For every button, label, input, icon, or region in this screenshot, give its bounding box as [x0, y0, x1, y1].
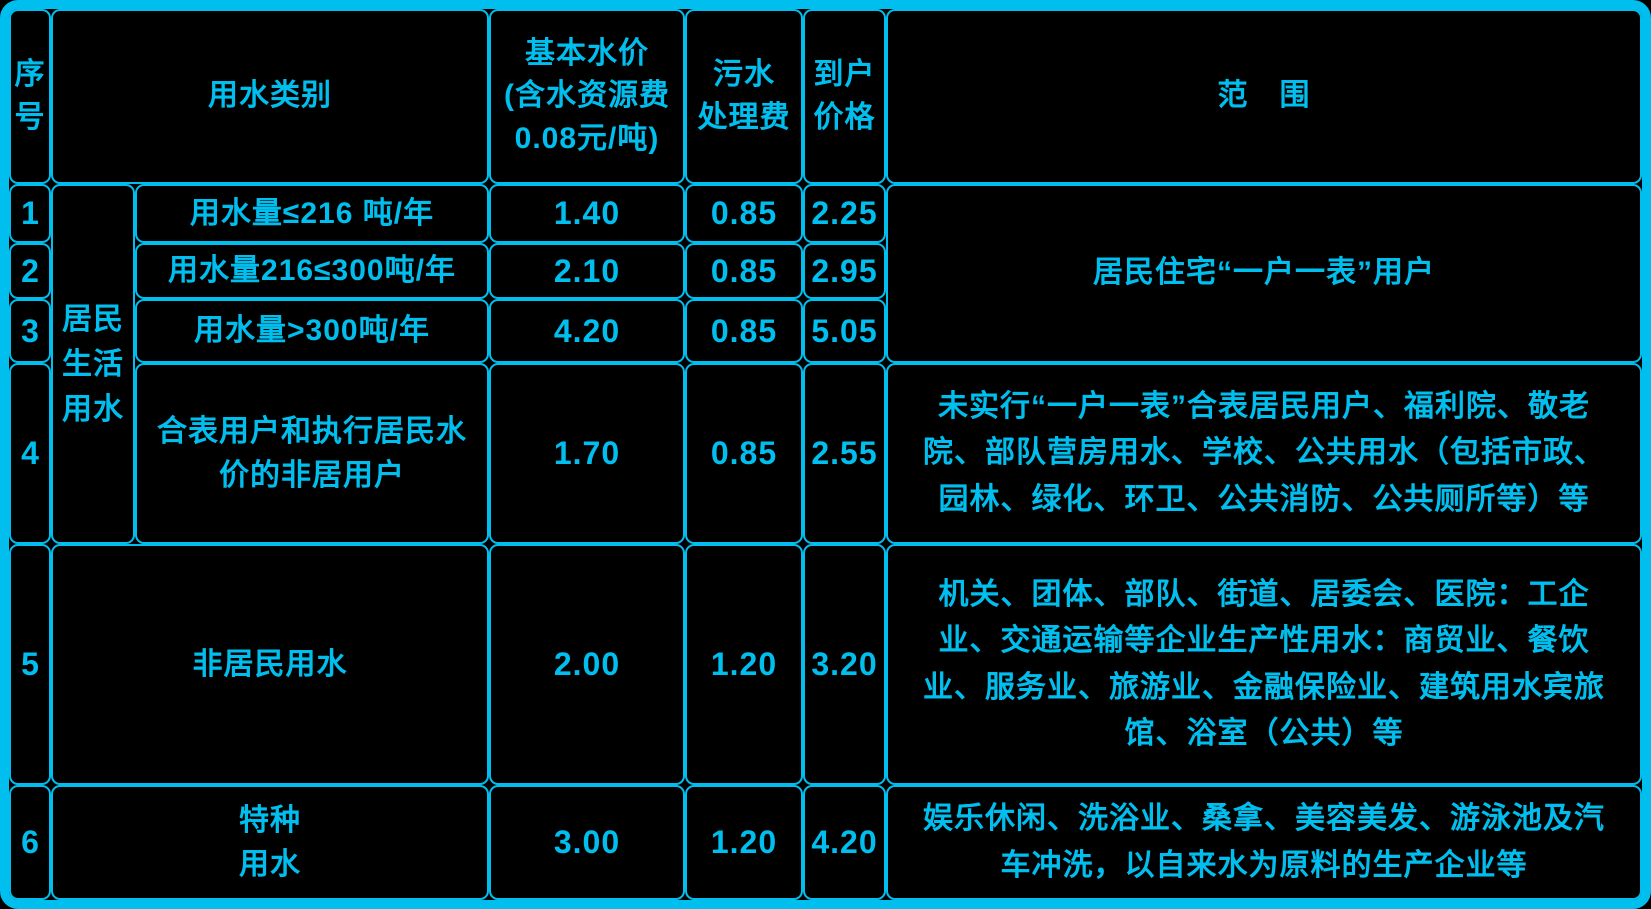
household-price-cell: 3.20: [803, 544, 886, 785]
serial-cell: 3: [9, 299, 51, 363]
scope-cell: 机关、团体、部队、街道、居委会、医院：工企业、交通运输等企业生产性用水：商贸业、…: [886, 544, 1642, 785]
sewage-fee-cell: 1.20: [685, 785, 803, 900]
serial-cell: 1: [9, 184, 51, 243]
category-cell: 合表用户和执行居民水价的非居用户: [135, 363, 489, 544]
serial-cell: 2: [9, 243, 51, 299]
household-price-cell: 5.05: [803, 299, 886, 363]
sewage-fee-cell: 0.85: [685, 363, 803, 544]
group-residential-water-label: 居民 生活 用水: [51, 184, 135, 544]
header-household-price: 到户 价格: [803, 9, 886, 184]
base-price-cell: 1.70: [489, 363, 685, 544]
sewage-fee-cell: 0.85: [685, 299, 803, 363]
household-price-cell: 4.20: [803, 785, 886, 900]
category-cell: 用水量≤216 吨/年: [135, 184, 489, 243]
scope-cell: 未实行“一户一表”合表居民用户、福利院、敬老院、部队营房用水、学校、公共用水（包…: [886, 363, 1642, 544]
household-price-cell: 2.55: [803, 363, 886, 544]
base-price-cell: 1.40: [489, 184, 685, 243]
category-cell: 特种 用水: [51, 785, 489, 900]
household-price-cell: 2.25: [803, 184, 886, 243]
base-price-cell: 3.00: [489, 785, 685, 900]
base-price-cell: 2.10: [489, 243, 685, 299]
sewage-fee-cell: 0.85: [685, 243, 803, 299]
header-category: 用水类别: [51, 9, 489, 184]
header-serial: 序 号: [9, 9, 51, 184]
scope-cell-rows-1-3: 居民住宅“一户一表”用户: [886, 184, 1642, 363]
header-sewage-fee: 污水 处理费: [685, 9, 803, 184]
header-scope: 范 围: [886, 9, 1642, 184]
serial-cell: 5: [9, 544, 51, 785]
scope-cell: 娱乐休闲、洗浴业、桑拿、美容美发、游泳池及汽车冲洗，以自来水为原料的生产企业等: [886, 785, 1642, 900]
category-cell: 用水量>300吨/年: [135, 299, 489, 363]
header-base-price: 基本水价 (含水资源费 0.08元/吨): [489, 9, 685, 184]
base-price-cell: 4.20: [489, 299, 685, 363]
serial-cell: 4: [9, 363, 51, 544]
category-cell: 用水量216≤300吨/年: [135, 243, 489, 299]
sewage-fee-cell: 0.85: [685, 184, 803, 243]
category-cell: 非居民用水: [51, 544, 489, 785]
base-price-cell: 2.00: [489, 544, 685, 785]
serial-cell: 6: [9, 785, 51, 900]
household-price-cell: 2.95: [803, 243, 886, 299]
sewage-fee-cell: 1.20: [685, 544, 803, 785]
